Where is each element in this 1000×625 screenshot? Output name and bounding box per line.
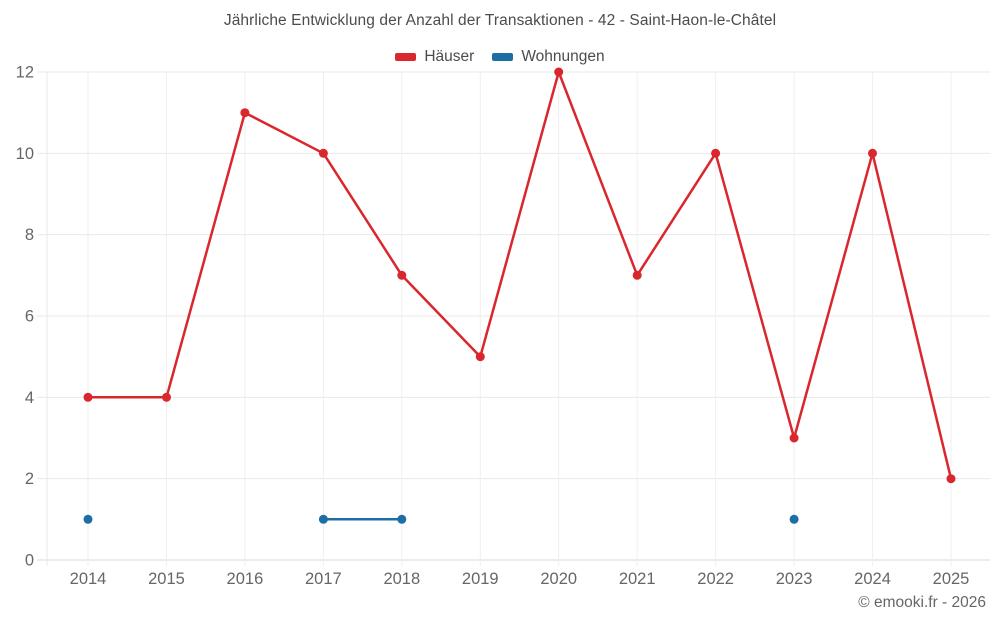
x-axis-tick-label: 2015: [148, 570, 185, 588]
data-point-wohnungen-2017[interactable]: [318, 514, 328, 524]
data-point-h-user-2024[interactable]: [868, 148, 877, 158]
x-axis-tick-label: 2025: [933, 570, 970, 588]
legend-swatch-haeuser-icon: [395, 53, 417, 61]
data-point-h-user-2020[interactable]: [554, 67, 564, 77]
legend-label-wohnungen: Wohnungen: [521, 48, 605, 65]
x-axis-tick-label: 2022: [697, 570, 734, 588]
x-axis-tick-label: 2016: [227, 570, 264, 588]
data-point-h-user-2015[interactable]: [162, 392, 171, 402]
legend-label-haeuser: Häuser: [424, 48, 475, 65]
data-point-h-user-2016[interactable]: [240, 108, 250, 118]
series-line-h-user: [86, 70, 953, 480]
data-point-h-user-2017[interactable]: [318, 148, 328, 158]
y-axis-tick-label: 6: [25, 308, 34, 326]
legend-item-wohnungen[interactable]: Wohnungen: [492, 48, 605, 66]
legend-swatch-wohnungen-icon: [492, 53, 514, 61]
data-point-h-user-2019[interactable]: [475, 352, 485, 362]
data-point-h-user-2025[interactable]: [946, 474, 956, 484]
y-axis-tick-label: 0: [25, 552, 34, 570]
x-axis-tick-label: 2023: [776, 570, 813, 588]
x-axis-tick-label: 2019: [462, 570, 499, 588]
data-point-wohnungen-2023[interactable]: [789, 514, 799, 524]
x-axis-tick-label: 2018: [383, 570, 420, 588]
x-axis-tick-label: 2014: [70, 570, 107, 588]
data-point-h-user-2021[interactable]: [632, 270, 642, 280]
data-point-h-user-2023[interactable]: [789, 433, 799, 443]
data-point-h-user-2014[interactable]: [83, 392, 93, 402]
y-axis-tick-label: 10: [16, 145, 34, 163]
y-axis-tick-label: 8: [25, 226, 34, 244]
x-axis-tick-label: 2021: [619, 570, 656, 588]
copyright-watermark: © emooki.fr - 2026: [858, 594, 986, 611]
y-axis-tick-label: 12: [16, 64, 34, 82]
y-axis-tick-label: 4: [25, 389, 34, 407]
data-point-wohnungen-2014[interactable]: [83, 514, 93, 524]
chart-title: Jährliche Entwicklung der Anzahl der Tra…: [223, 12, 777, 29]
data-point-h-user-2018[interactable]: [397, 270, 407, 280]
x-axis-tick-label: 2020: [540, 570, 577, 588]
data-point-wohnungen-2018[interactable]: [397, 514, 407, 524]
x-axis-tick-label: 2017: [305, 570, 342, 588]
legend-item-haeuser[interactable]: Häuser: [395, 48, 474, 66]
chart-legend: Häuser Wohnungen: [0, 48, 1000, 66]
data-point-h-user-2022[interactable]: [711, 148, 721, 158]
x-axis-tick-label: 2024: [854, 570, 891, 588]
y-axis-tick-label: 2: [25, 470, 34, 488]
